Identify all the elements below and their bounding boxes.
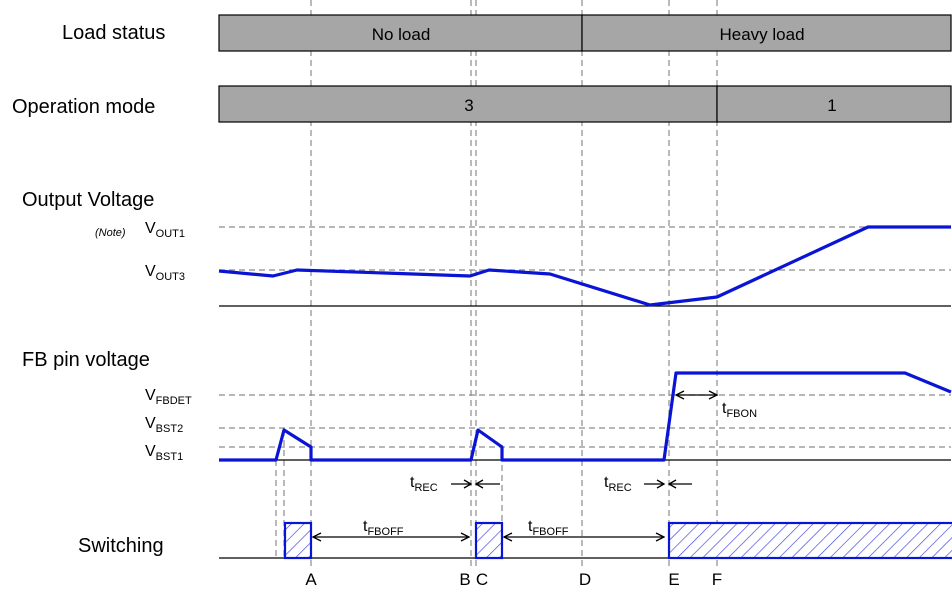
level-label-vbst2: VBST2 (145, 415, 183, 435)
t-fboff-label: tFBOFF (528, 518, 569, 538)
fb-pin-waveform (219, 371, 952, 462)
row-label-operation-mode: Operation mode (12, 96, 155, 118)
t-rec-label: tREC (604, 474, 632, 494)
load-status-bar: No load Heavy load (218, 14, 952, 52)
row-label-fb-pin-voltage: FB pin voltage (22, 349, 150, 371)
t-fboff-label: tFBOFF (363, 518, 404, 538)
time-markers: A B C D E F (305, 570, 722, 589)
marker-c: C (476, 570, 488, 589)
marker-a: A (305, 570, 317, 589)
operation-mode-1-label: 1 (827, 96, 836, 115)
row-label-load-status: Load status (62, 22, 165, 44)
load-status-no-load-label: No load (372, 25, 431, 44)
switching-burst-2 (474, 521, 504, 560)
level-label-vout3: VOUT3 (145, 263, 185, 283)
level-label-vfbdet: VFBDET (145, 387, 192, 407)
switching-continuous (667, 521, 952, 560)
marker-e: E (668, 570, 679, 589)
operation-mode-segment-1 (716, 85, 952, 123)
load-status-segment-heavy-load (581, 14, 952, 52)
marker-f: F (712, 570, 722, 589)
row-label-output-voltage: Output Voltage (22, 189, 154, 211)
marker-b: B (459, 570, 470, 589)
t-rec-label: tREC (410, 474, 438, 494)
switching-burst-1 (283, 521, 313, 560)
load-status-heavy-load-label: Heavy load (719, 25, 804, 44)
row-label-switching: Switching (78, 535, 164, 557)
level-label-vbst1: VBST1 (145, 443, 183, 463)
vout1-note: (Note) (95, 227, 126, 239)
operation-mode-3-label: 3 (464, 96, 473, 115)
t-fbon-label: tFBON (722, 400, 757, 420)
t-rec-annotation-1: tREC (410, 474, 500, 494)
level-label-vout1: VOUT1 (145, 220, 185, 240)
load-status-segment-no-load (218, 14, 583, 52)
t-fbon-annotation: tFBON (674, 390, 757, 420)
t-rec-annotation-2: tREC (604, 474, 692, 494)
operation-mode-segment-3 (218, 85, 718, 123)
operation-mode-bar: 3 1 (218, 85, 952, 123)
output-voltage-waveform (218, 225, 951, 307)
t-fboff-annotation-1: tFBOFF (311, 518, 471, 542)
t-fboff-annotation-2: tFBOFF (502, 518, 666, 542)
marker-d: D (579, 570, 591, 589)
